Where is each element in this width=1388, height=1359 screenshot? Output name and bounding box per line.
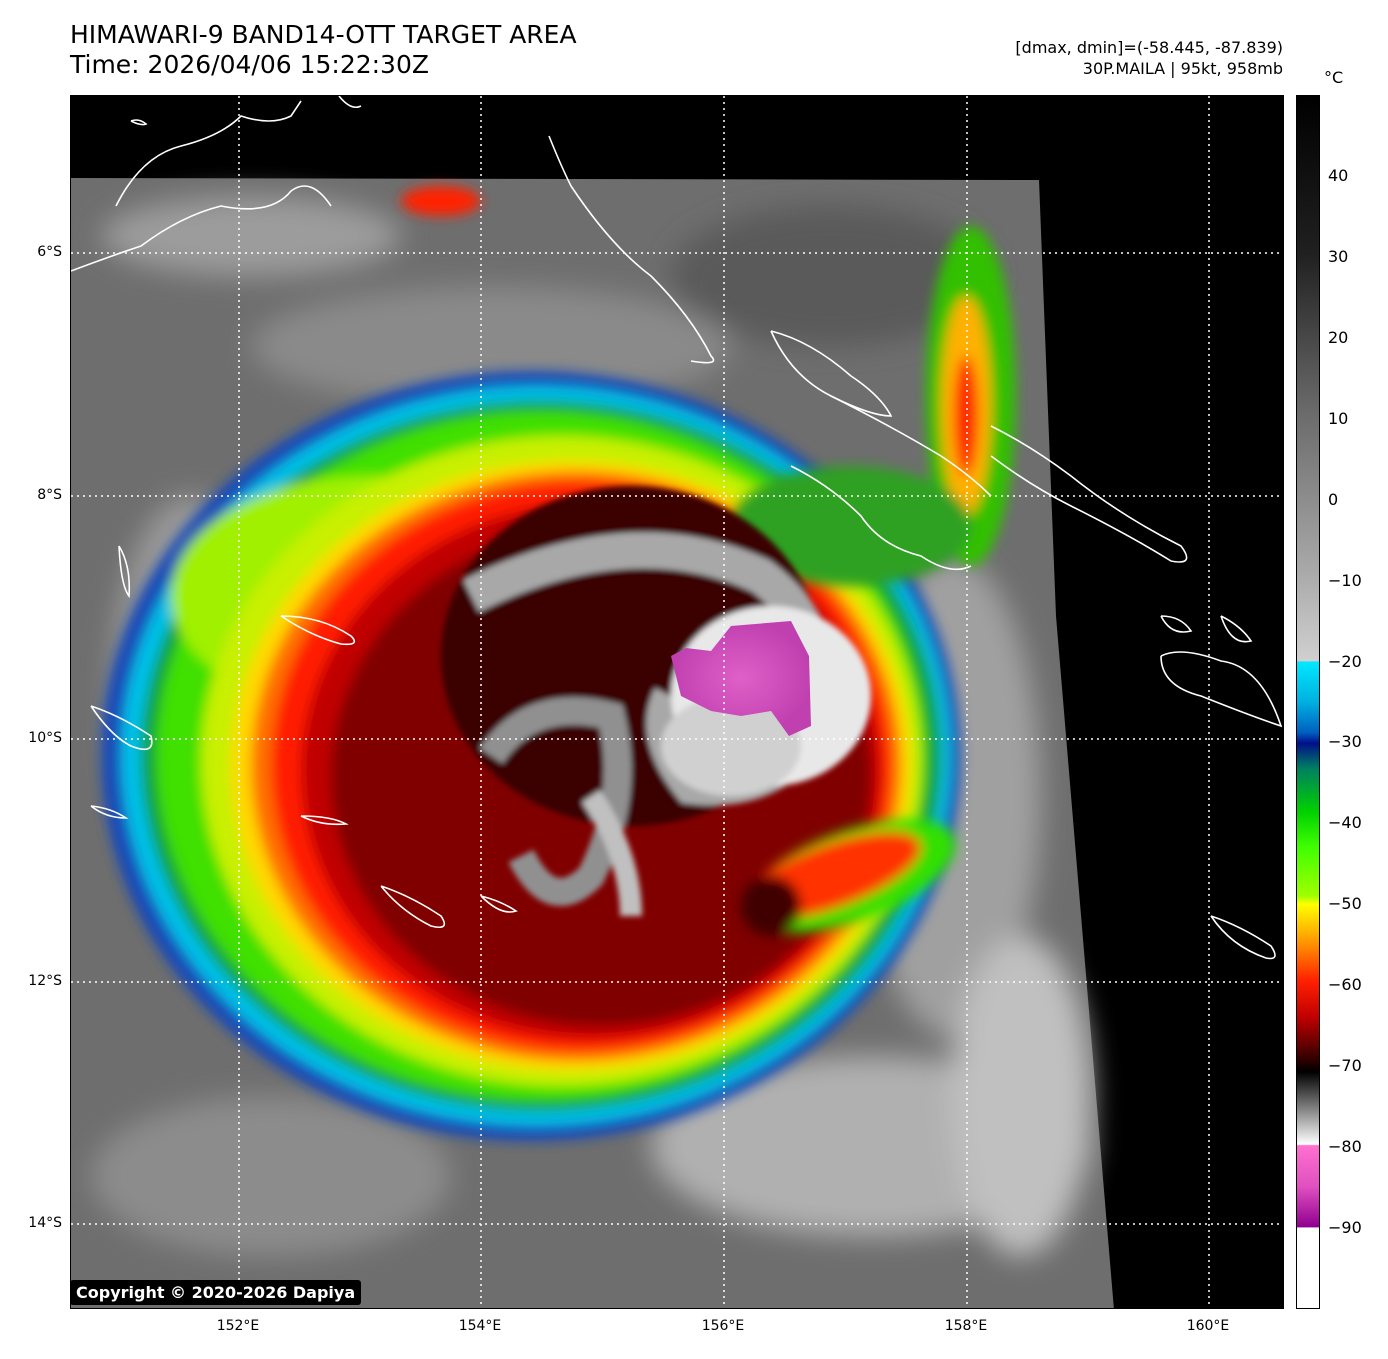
colorbar-tick-label: 30 [1328,246,1349,266]
colorbar-tick-label: −90 [1328,1218,1362,1238]
lon-tick-label: 152°E [216,1318,260,1334]
colorbar-tick-label: −70 [1328,1056,1362,1076]
lon-tick-label: 156°E [701,1318,745,1334]
colorbar-tick-label: −20 [1328,651,1362,671]
colorbar-tick-label: −30 [1328,732,1362,752]
lat-tick-label: 10°S [28,730,62,746]
lat-tick-label: 6°S [37,244,62,260]
colorbar-tick-label: 20 [1328,327,1349,347]
lon-tick-label: 154°E [458,1318,502,1334]
overshooting-tops [671,621,811,736]
colorbar-tick-label: −40 [1328,813,1362,833]
lon-tick-label: 160°E [1186,1318,1230,1334]
title-line-2: Time: 2026/04/06 15:22:30Z [70,50,429,79]
chart-title: HIMAWARI-9 BAND14-OTT TARGET AREA Time: … [70,20,577,80]
colorbar-tick-label: −50 [1328,894,1362,914]
storm-meta: [dmax, dmin]=(-58.445, -87.839) 30P.MAIL… [1015,37,1283,79]
colorbar-tick-label: −10 [1328,570,1362,590]
colorbar-tick-label: −60 [1328,975,1362,995]
copyright-label: Copyright © 2020-2026 Dapiya [70,1280,362,1305]
lat-tick-label: 8°S [37,487,62,503]
meta-line-2: 30P.MAILA | 95kt, 958mb [1082,59,1283,78]
satellite-map [70,95,1284,1309]
colorbar-tick-label: −80 [1328,1137,1362,1157]
lat-tick-label: 14°S [28,1215,62,1231]
colorbar-tick-label: 40 [1328,165,1349,185]
colorbar-tick-label: 10 [1328,408,1349,428]
rainband-southeast [741,819,956,936]
coastlines [71,96,1283,960]
lat-tick-label: 12°S [28,973,62,989]
satellite-image [71,96,1283,1308]
lon-tick-label: 158°E [944,1318,988,1334]
colorbar [1296,95,1320,1309]
colorbar-tick-label: 0 [1328,489,1339,509]
graticule [71,96,1283,1308]
meta-line-1: [dmax, dmin]=(-58.445, -87.839) [1015,38,1283,57]
colorbar-unit: °C [1324,68,1344,87]
title-line-1: HIMAWARI-9 BAND14-OTT TARGET AREA [70,20,577,49]
